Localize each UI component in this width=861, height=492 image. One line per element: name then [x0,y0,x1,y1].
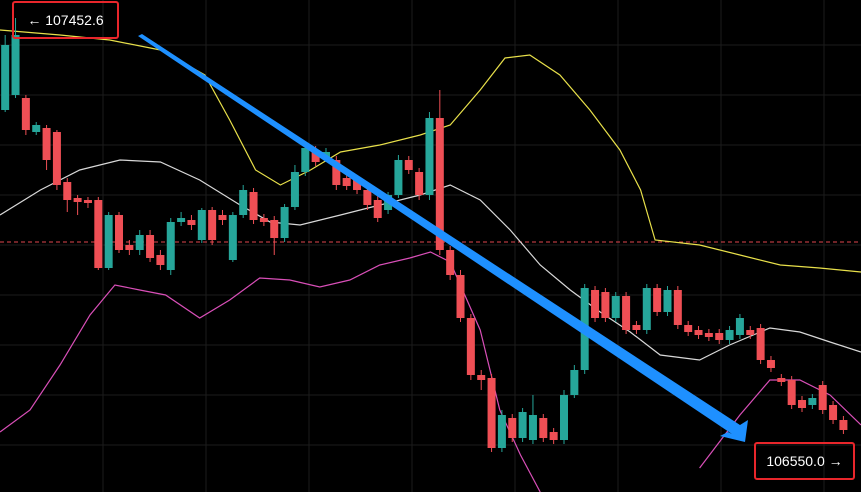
candle-body [746,330,755,335]
candle-body [715,333,724,340]
candle-body [622,296,631,330]
candle-body [342,178,351,186]
trend-arrow [138,34,748,442]
candle-body [487,378,496,448]
candle-body [373,200,382,218]
candle-body [301,148,310,172]
candle-body [104,215,113,268]
candle-body [829,405,838,420]
candle-body [477,375,486,380]
candle-body [249,192,258,220]
plot [0,18,861,492]
candle-body [787,380,796,405]
candle-body [270,220,279,238]
high-label: ← 107452.6 [12,1,119,39]
candle-body [497,415,506,448]
candle-body [228,215,237,260]
candle-body [653,288,662,312]
candle-body [518,412,527,438]
candle-body [839,420,848,430]
candle-body [156,255,165,265]
candle-body [435,118,444,250]
candle-body [177,218,186,222]
candle-body [777,378,786,382]
candle-body [818,385,827,410]
candle-body [11,35,20,95]
candle-body [32,125,41,132]
candle-body [456,275,465,318]
candle-body [404,160,413,170]
candle-body [591,290,600,318]
candle-body [570,370,579,395]
candle-body [187,220,196,225]
candle-body [466,318,475,375]
candle-body [798,400,807,408]
candle-body [766,360,775,368]
band-line [0,251,861,492]
candle-body [415,172,424,195]
candle-body [508,418,517,438]
candle-body [239,190,248,215]
candle-body [115,215,124,250]
candle-body [684,325,693,332]
candle-body [94,200,103,268]
candle-body [725,330,734,340]
candle-body [21,98,30,130]
low-label: 106550.0 → [754,442,855,480]
candle-body [166,222,175,270]
candle-body [611,296,620,318]
candle-body [197,210,206,240]
candle-body [446,250,455,275]
candle-body [259,218,268,222]
candle-body [756,328,765,360]
candle-body [290,172,299,207]
candle-body [394,160,403,195]
candle-body [332,160,341,185]
candle-body [208,210,217,240]
candle-body [353,180,362,190]
candle-body [125,245,134,250]
candle-body [694,330,703,335]
candle-body [42,128,51,160]
candle-body [311,150,320,162]
candle-body [83,200,92,203]
band-line [0,159,861,361]
candle-body [52,132,61,185]
candle-body [559,395,568,440]
candle-body [146,235,155,258]
candle-body [363,190,372,205]
candle-body [632,325,641,330]
candle-body [704,333,713,337]
candle-body [735,318,744,335]
candle-body [601,292,610,318]
candle-body [135,235,144,250]
candle-body [539,418,548,438]
candle-body [73,198,82,202]
candle-body [663,290,672,312]
candle-body [1,45,10,110]
candle-body [549,432,558,440]
candle-body [673,290,682,325]
candle-body [642,288,651,330]
candle-body [808,398,817,405]
candle-body [63,182,72,200]
candle-body [528,415,537,440]
candle-body [425,118,434,195]
candle-body [218,215,227,220]
candle-body [280,207,289,238]
